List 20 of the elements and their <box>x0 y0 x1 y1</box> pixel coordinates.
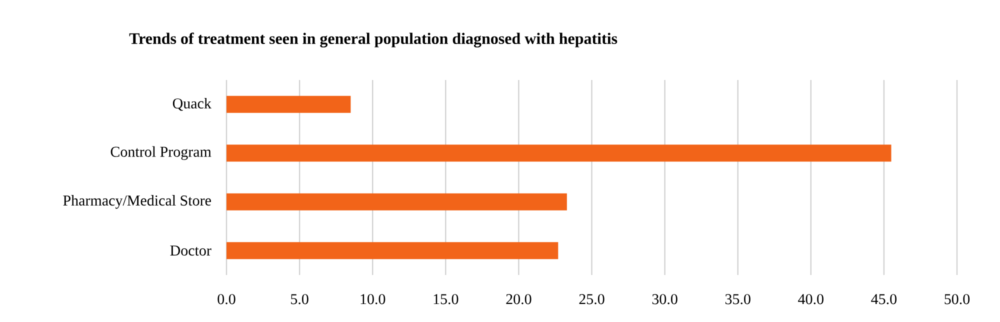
y-tick-label: Control Program <box>110 146 212 160</box>
x-tick-label: 10.0 <box>360 294 386 304</box>
y-tick-label: Quack <box>172 98 212 111</box>
bar <box>226 144 892 162</box>
bar <box>226 96 351 113</box>
x-tick-label: 15.0 <box>434 294 458 304</box>
x-tick-label: 45.0 <box>871 294 897 304</box>
x-tick-label: 0.0 <box>218 294 236 304</box>
x-tick-label: 25.0 <box>579 294 604 304</box>
y-tick-label: Pharmacy/Medical Store <box>63 195 211 209</box>
x-tick-label: 35.0 <box>725 294 750 304</box>
chart-title: Trends of treatment seen in general population diagnosed with hepatitis <box>129 32 618 48</box>
x-tick-label: 20.0 <box>506 294 532 304</box>
bar <box>226 242 558 260</box>
x-tick-label: 5.0 <box>291 294 308 304</box>
x-tick-label: 40.0 <box>798 294 824 304</box>
x-tick-label: 50.0 <box>944 294 970 304</box>
x-tick-label: 30.0 <box>652 294 678 304</box>
bar <box>226 193 567 210</box>
y-tick-label: Doctor <box>170 246 212 256</box>
